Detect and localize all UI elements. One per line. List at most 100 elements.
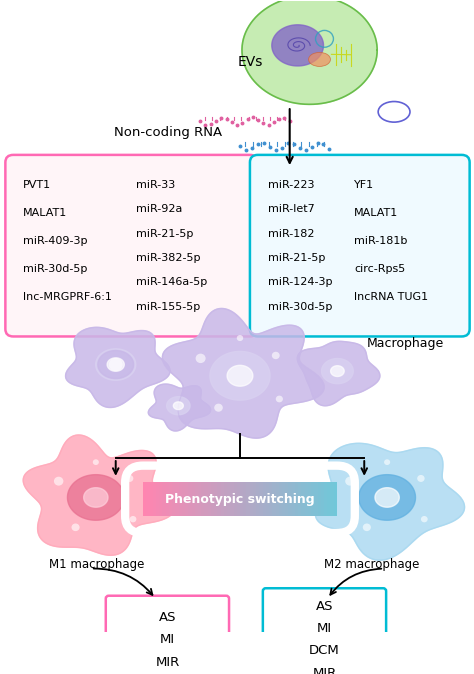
Bar (179, 483, 182, 516)
Polygon shape (96, 349, 136, 380)
Bar (256, 483, 260, 516)
Text: MIR: MIR (312, 667, 337, 674)
Polygon shape (23, 435, 175, 555)
Text: miR-92a: miR-92a (136, 204, 182, 214)
Circle shape (54, 477, 64, 486)
Bar (208, 483, 211, 516)
Text: lnc-MRGPRF-6:1: lnc-MRGPRF-6:1 (23, 292, 112, 302)
Bar (321, 483, 325, 516)
Bar (295, 483, 299, 516)
Bar (156, 483, 160, 516)
Bar (301, 483, 305, 516)
FancyBboxPatch shape (5, 155, 258, 336)
Polygon shape (210, 351, 270, 400)
Polygon shape (65, 328, 170, 408)
Bar (234, 483, 237, 516)
Bar (250, 483, 254, 516)
Bar (269, 483, 273, 516)
Text: miR-124-3p: miR-124-3p (268, 277, 332, 287)
Circle shape (276, 396, 283, 402)
Circle shape (129, 516, 137, 522)
Bar (211, 483, 215, 516)
Text: miR-21-5p: miR-21-5p (136, 228, 193, 239)
Bar (266, 483, 270, 516)
Text: miR-155-5p: miR-155-5p (136, 301, 200, 311)
Polygon shape (227, 365, 253, 386)
Text: miR-223: miR-223 (268, 180, 314, 190)
Text: miR-409-3p: miR-409-3p (23, 236, 88, 246)
Polygon shape (173, 402, 183, 410)
Text: circ-Rps5: circ-Rps5 (354, 264, 406, 274)
Text: miR-30d-5p: miR-30d-5p (268, 301, 332, 311)
Bar (334, 483, 337, 516)
FancyBboxPatch shape (263, 588, 386, 674)
Polygon shape (148, 384, 210, 431)
Text: miR-let7: miR-let7 (268, 204, 315, 214)
Bar (282, 483, 286, 516)
Bar (214, 483, 218, 516)
Bar (311, 483, 315, 516)
Text: MALAT1: MALAT1 (354, 208, 399, 218)
Bar (185, 483, 189, 516)
Polygon shape (321, 359, 353, 384)
Text: miR-146a-5p: miR-146a-5p (136, 277, 207, 287)
Circle shape (196, 354, 206, 363)
Bar (279, 483, 283, 516)
Text: miR-181b: miR-181b (354, 236, 408, 246)
Ellipse shape (378, 102, 410, 122)
Text: miR-30d-5p: miR-30d-5p (23, 264, 88, 274)
Circle shape (384, 459, 390, 465)
Bar (163, 483, 166, 516)
Bar (172, 483, 176, 516)
Circle shape (126, 475, 133, 482)
Polygon shape (163, 309, 324, 438)
Polygon shape (242, 0, 377, 104)
Bar (175, 483, 179, 516)
Bar (198, 483, 202, 516)
Text: Non-coding RNA: Non-coding RNA (114, 126, 222, 139)
Bar (182, 483, 185, 516)
Text: MALAT1: MALAT1 (23, 208, 67, 218)
Bar (188, 483, 192, 516)
Bar (166, 483, 169, 516)
Bar (227, 483, 231, 516)
Bar (330, 483, 334, 516)
Bar (169, 483, 173, 516)
Bar (237, 483, 240, 516)
Polygon shape (315, 443, 465, 560)
Circle shape (109, 358, 123, 371)
Bar (292, 483, 295, 516)
Polygon shape (272, 25, 323, 66)
Polygon shape (359, 474, 416, 520)
Circle shape (272, 352, 280, 359)
Bar (305, 483, 308, 516)
Bar (146, 483, 150, 516)
Polygon shape (375, 488, 399, 508)
Bar (259, 483, 263, 516)
Bar (289, 483, 292, 516)
Bar (240, 483, 244, 516)
Bar (327, 483, 331, 516)
Bar (308, 483, 311, 516)
Bar (204, 483, 208, 516)
Circle shape (72, 524, 80, 531)
FancyBboxPatch shape (250, 155, 470, 336)
Text: Macrophage: Macrophage (367, 336, 445, 350)
Circle shape (237, 335, 243, 341)
Text: MIR: MIR (155, 656, 180, 669)
Bar (314, 483, 318, 516)
Text: PVT1: PVT1 (23, 180, 51, 190)
Polygon shape (84, 488, 108, 508)
Bar (153, 483, 156, 516)
Text: miR-182: miR-182 (268, 228, 314, 239)
Text: AS: AS (316, 600, 333, 613)
Polygon shape (167, 397, 190, 415)
Circle shape (363, 524, 371, 531)
Bar (201, 483, 205, 516)
Bar (318, 483, 321, 516)
Bar (230, 483, 234, 516)
Circle shape (345, 477, 355, 486)
Bar (224, 483, 228, 516)
Text: MI: MI (160, 633, 175, 646)
Polygon shape (330, 366, 344, 377)
